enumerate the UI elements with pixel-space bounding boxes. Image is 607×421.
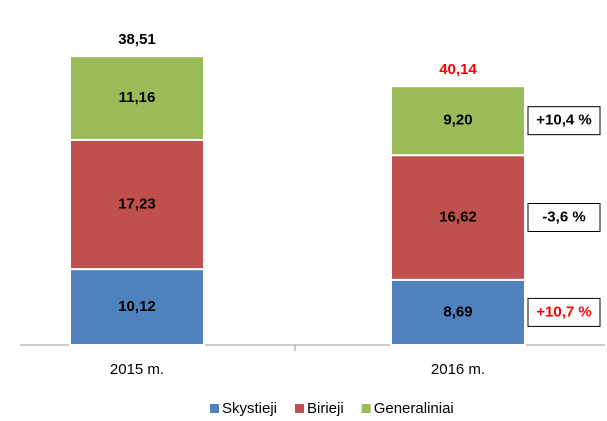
bar-segment	[390, 85, 526, 157]
value-label: 9,20	[443, 112, 472, 129]
value-label: 16,62	[439, 208, 477, 225]
change-label: +10,4 %	[536, 112, 591, 129]
change-label: -3,6 %	[542, 208, 585, 225]
legend-label: Skystieji	[222, 400, 277, 417]
legend-label: Generaliniai	[374, 400, 454, 417]
bar-segment	[69, 55, 205, 141]
legend-swatch	[210, 404, 219, 413]
change-label: +10,7 %	[536, 303, 591, 320]
change-box	[527, 106, 601, 136]
legend-swatch	[295, 404, 305, 413]
value-label: 11,16	[119, 89, 156, 106]
bar-segment	[69, 268, 205, 347]
value-label: 17,23	[118, 195, 156, 212]
x-tick-label: 2015 m.	[110, 361, 164, 378]
total-label: 40,14	[439, 61, 477, 78]
change-box	[527, 297, 601, 327]
bar-segment	[390, 278, 526, 347]
value-label: 10,12	[118, 298, 156, 315]
x-tick-label: 2016 m.	[431, 361, 485, 378]
total-label: 38,51	[118, 31, 156, 48]
legend-swatch	[361, 404, 371, 413]
change-box	[527, 203, 601, 232]
bar-segment	[390, 154, 526, 281]
legend-label: Birieji	[307, 400, 344, 417]
value-label: 8,69	[443, 303, 472, 320]
